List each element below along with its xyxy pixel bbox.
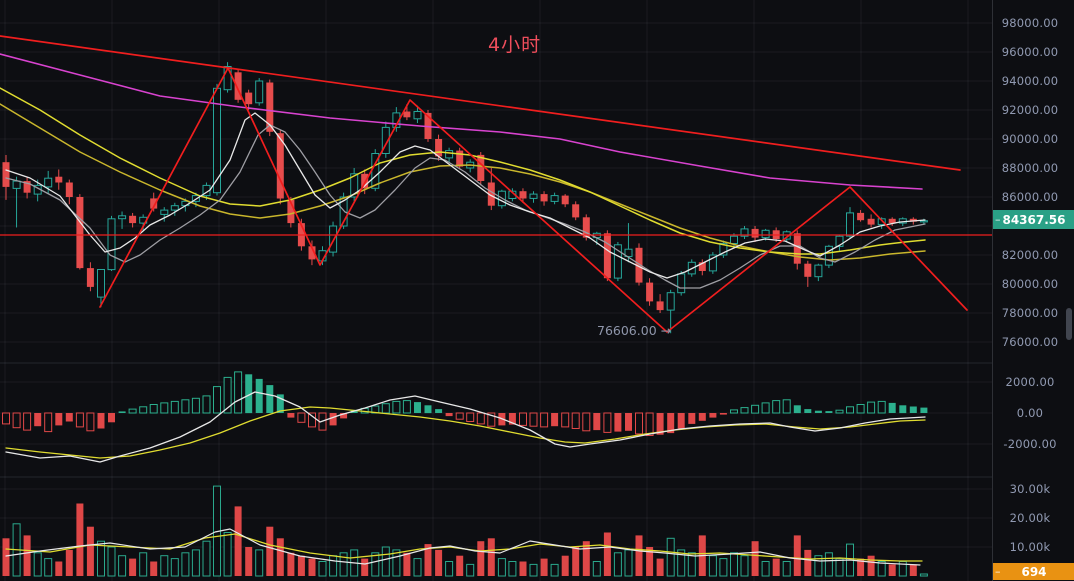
low-price-annotation: 76606.00 →: [597, 323, 671, 338]
volume-tick-label: 10.00k: [1009, 540, 1051, 554]
price-tick-label: 90000.00: [1001, 132, 1059, 146]
arrow-right-icon: →: [660, 323, 672, 338]
price-tick-label: 88000.00: [1001, 161, 1059, 175]
price-tick-label: 78000.00: [1001, 306, 1059, 320]
badge-tick: –: [995, 565, 1001, 578]
price-tick-label: 82000.00: [1001, 248, 1059, 262]
chart-canvas[interactable]: [0, 0, 992, 581]
price-tick-label: 94000.00: [1001, 74, 1059, 88]
scrollbar-thumb[interactable]: [1066, 308, 1072, 340]
low-price-annotation-text: 76606.00: [597, 323, 657, 338]
price-tick-label: 76000.00: [1001, 335, 1059, 349]
price-axis[interactable]: – 84367.56 – 694 98000.00 96000.00 94000.0…: [992, 0, 1074, 581]
macd-tick-label: 0.00: [1016, 406, 1044, 420]
volume-tick-label: 20.00k: [1009, 511, 1051, 525]
badge-tick: –: [995, 213, 1001, 226]
last-volume-badge: – 694: [993, 563, 1074, 580]
price-tick-label: 80000.00: [1001, 277, 1059, 291]
price-tick-label: 98000.00: [1001, 16, 1059, 30]
last-volume-value: 694: [1021, 564, 1047, 579]
price-tick-label: 96000.00: [1001, 45, 1059, 59]
macd-tick-label: -2000.00: [1003, 437, 1057, 451]
macd-tick-label: 2000.00: [1005, 375, 1055, 389]
timeframe-label: 4小时: [488, 34, 542, 56]
volume-tick-label: 30.00k: [1009, 482, 1051, 496]
last-price-value: 84367.56: [1002, 212, 1066, 227]
last-price-badge: – 84367.56: [993, 210, 1074, 229]
price-tick-label: 92000.00: [1001, 103, 1059, 117]
price-tick-label: 86000.00: [1001, 190, 1059, 204]
